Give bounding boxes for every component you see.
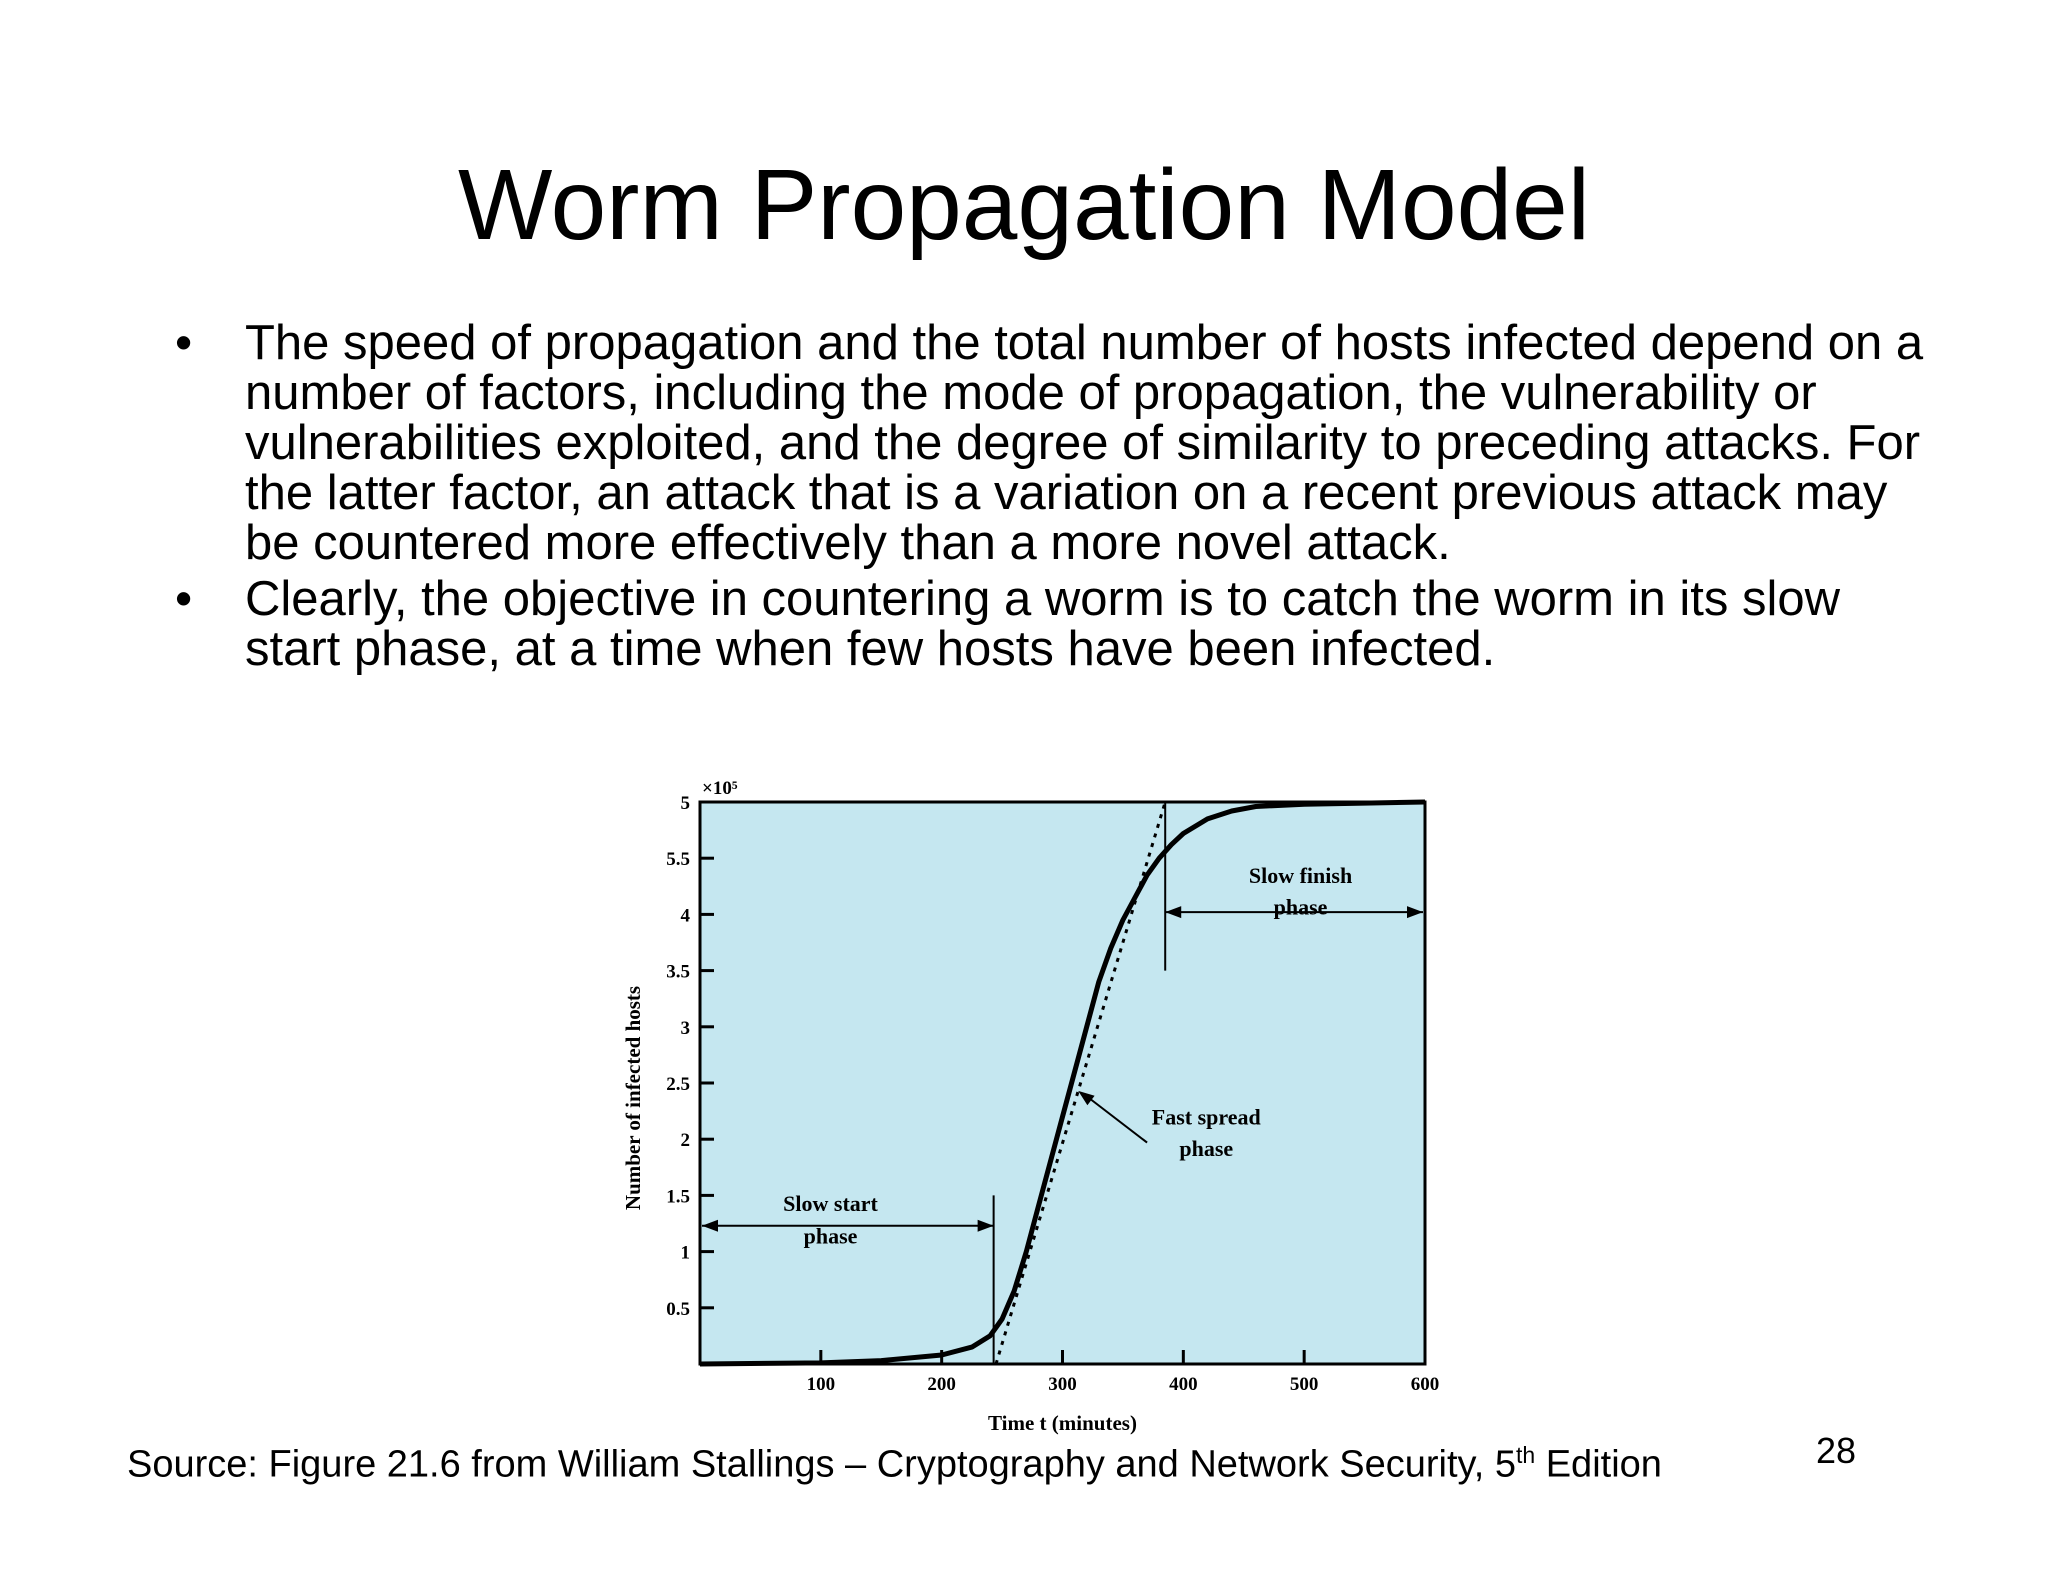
- source-text: Source: Figure 21.6 from William Stallin…: [127, 1443, 1516, 1486]
- source-suffix: Edition: [1535, 1443, 1662, 1486]
- x-tick-label: 100: [807, 1374, 836, 1395]
- x-tick-label: 200: [927, 1374, 956, 1395]
- slow-start-label: Slow start: [783, 1191, 878, 1216]
- arrowhead: [1407, 906, 1423, 919]
- y-tick-label: 3: [681, 1018, 691, 1039]
- fast-spread-label: phase: [1179, 1136, 1233, 1161]
- x-tick-label: 300: [1048, 1374, 1077, 1395]
- y-tick-label: 4: [681, 905, 691, 926]
- slow-finish-label: Slow finish: [1249, 863, 1352, 888]
- y-tick-label: 5: [681, 793, 691, 814]
- y-multiplier-label: ×10⁵: [702, 778, 738, 799]
- slow-finish-label: phase: [1274, 894, 1328, 919]
- bullet-item: Clearly, the objective in countering a w…: [165, 574, 1925, 674]
- tangent-dotted-line: [994, 801, 1167, 1365]
- arrowhead: [977, 1219, 994, 1232]
- worm-propagation-chart: 100 200 300 400 500 600 0.5 1 1.5 2 2.5 3 3.5 4 5.5 5 ×…: [621, 778, 1440, 1435]
- y-axis-label: Number of infected hosts: [621, 986, 645, 1210]
- x-tick-label: 500: [1290, 1374, 1319, 1395]
- x-tick-label: 600: [1411, 1374, 1440, 1395]
- slow-start-label: phase: [804, 1224, 858, 1249]
- y-tick-label: 5.5: [666, 849, 690, 870]
- y-tick-label: 2.5: [666, 1074, 690, 1095]
- slide-title: Worm Propagation Model: [457, 149, 1591, 261]
- x-axis-label: Time t (minutes): [988, 1411, 1137, 1435]
- y-tick-label: 1: [681, 1243, 691, 1264]
- infection-curve: [699, 799, 1426, 1367]
- arrowhead: [702, 1219, 718, 1232]
- bullet-item: The speed of propagation and the total n…: [165, 318, 1925, 568]
- source-citation: Source: Figure 21.6 from William Stallin…: [127, 1442, 1662, 1487]
- source-superscript: th: [1515, 1442, 1536, 1468]
- plot-area: [700, 802, 1425, 1364]
- fast-spread-arrow: [1085, 1095, 1148, 1144]
- y-tick-label: 1.5: [666, 1186, 690, 1207]
- fast-spread-label: Fast spread: [1152, 1105, 1261, 1130]
- y-tick-label: 2: [681, 1130, 691, 1151]
- y-tick-label: 3.5: [666, 962, 690, 983]
- bullet-list: The speed of propagation and the total n…: [165, 318, 1925, 680]
- y-tick-label: 0.5: [666, 1299, 690, 1320]
- arrowhead: [1165, 906, 1182, 919]
- x-tick-label: 400: [1169, 1374, 1198, 1395]
- page-number: 28: [1816, 1430, 1857, 1471]
